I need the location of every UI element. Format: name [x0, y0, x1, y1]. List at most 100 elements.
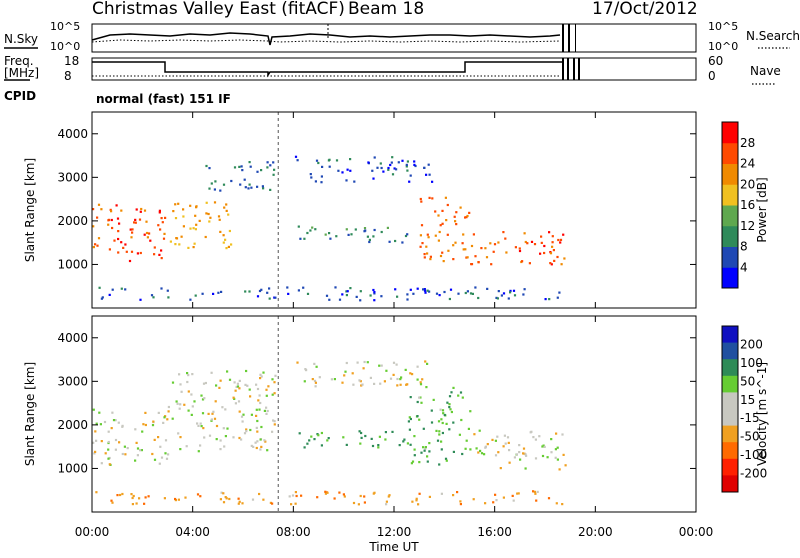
- scatter-cell: [153, 438, 156, 441]
- scatter-cell: [224, 408, 227, 411]
- scatter-cell: [200, 394, 203, 397]
- scatter-cell: [469, 410, 472, 413]
- scatter-cell: [335, 235, 338, 238]
- scatter-cell: [327, 437, 330, 440]
- scatter-cell: [209, 216, 212, 219]
- scatter-cell: [440, 418, 443, 421]
- scatter-cell: [269, 188, 272, 191]
- scatter-cell: [540, 241, 543, 244]
- scatter-cell: [346, 168, 349, 171]
- scatter-cell: [556, 458, 559, 461]
- scatter-cell: [497, 290, 500, 293]
- scatter-cell: [224, 238, 227, 241]
- scatter-cell: [126, 447, 129, 450]
- scatter-cell: [232, 396, 235, 399]
- freq-end-marker-2: [567, 58, 569, 80]
- scatter-cell: [450, 410, 453, 414]
- colorbar-tick-label: -200: [740, 467, 767, 481]
- scatter-cell: [320, 444, 323, 447]
- scatter-cell: [113, 239, 116, 242]
- scatter-cell: [268, 287, 271, 290]
- scatter-cell: [320, 181, 323, 184]
- scatter-cell: [151, 424, 155, 427]
- velocity-colorbar: 200 100 50 15 -15 -50 -100 -200: [721, 325, 767, 493]
- scatter-cell: [461, 452, 464, 456]
- scatter-cell: [512, 499, 515, 502]
- scatter-cell: [424, 360, 427, 363]
- scatter-cell: [259, 373, 262, 376]
- scatter-cell: [411, 373, 414, 376]
- scatter-cell: [120, 209, 123, 212]
- scatter-cell: [454, 241, 457, 244]
- power-ylabel: Slant Range [km]: [23, 158, 37, 262]
- scatter-cell: [466, 290, 469, 293]
- scatter-cell: [442, 412, 445, 415]
- scatter-cell: [240, 165, 243, 168]
- scatter-cell: [387, 495, 390, 498]
- scatter-cell: [518, 444, 521, 447]
- scatter-cell: [406, 169, 409, 172]
- scatter-cell: [178, 373, 181, 376]
- scatter-cell: [356, 361, 359, 364]
- scatter-cell: [177, 498, 180, 501]
- scatter-cell: [249, 428, 252, 432]
- scatter-cell: [351, 372, 354, 375]
- scatter-cell: [222, 241, 225, 244]
- scatter-cell: [201, 398, 205, 401]
- scatter-cell: [551, 241, 554, 244]
- scatter-cell: [116, 494, 119, 497]
- scatter-cell: [494, 493, 497, 496]
- scatter-cell: [429, 255, 432, 258]
- scatter-cell: [160, 287, 163, 290]
- scatter-cell: [208, 434, 212, 437]
- scatter-cell: [559, 238, 563, 241]
- scatter-cell: [380, 166, 383, 170]
- power-colorbar: 4 8 12 16 20 24 28: [721, 121, 755, 289]
- scatter-cell: [460, 418, 463, 422]
- scatter-cell: [402, 440, 405, 443]
- scatter-cell: [416, 378, 419, 381]
- scatter-cell: [222, 427, 225, 430]
- scatter-cell: [308, 439, 311, 442]
- scatter-cell: [359, 290, 362, 293]
- scatter-cell: [368, 238, 371, 241]
- noise-panel-frame: [91, 23, 697, 53]
- scatter-cell: [107, 223, 110, 226]
- scatter-cell: [186, 380, 189, 384]
- nave-tick-low: 0: [708, 69, 716, 83]
- scatter-cell: [525, 454, 528, 457]
- scatter-cell: [259, 377, 262, 380]
- scatter-cell: [489, 242, 492, 245]
- scatter-cell: [466, 256, 469, 259]
- scatter-cell: [131, 503, 134, 506]
- scatter-cell: [426, 252, 429, 255]
- scatter-cell: [360, 431, 363, 435]
- scatter-cell: [215, 424, 219, 428]
- scatter-cell: [178, 407, 181, 410]
- scatter-cell: [550, 451, 553, 454]
- scatter-cell: [264, 440, 267, 443]
- scatter-cell: [533, 490, 536, 493]
- scatter-cell: [363, 227, 367, 230]
- power-colorbar-label: Power [dB]: [755, 177, 769, 242]
- scatter-cell: [210, 371, 213, 374]
- scatter-cell: [408, 180, 411, 183]
- scatter-cell: [313, 362, 316, 365]
- scatter-cell: [198, 219, 201, 222]
- colorbar-tick-label: 4: [740, 260, 748, 274]
- scatter-cell: [258, 408, 261, 411]
- scatter-cell: [389, 163, 392, 167]
- scatter-cell: [408, 416, 411, 419]
- scatter-cell: [465, 256, 468, 259]
- scatter-cell: [368, 240, 371, 244]
- scatter-cell: [416, 400, 419, 404]
- scatter-cell: [337, 169, 340, 172]
- scatter-cell: [542, 444, 545, 447]
- scatter-cell: [471, 292, 474, 295]
- scatter-cell: [507, 297, 510, 300]
- scatter-cell: [212, 410, 215, 413]
- freq-panel: Freq. [MHz] 18 8 60 0 Nave: [4, 54, 781, 85]
- scatter-cell: [240, 438, 243, 441]
- scatter-cell: [100, 297, 103, 300]
- scatter-cell: [446, 401, 449, 404]
